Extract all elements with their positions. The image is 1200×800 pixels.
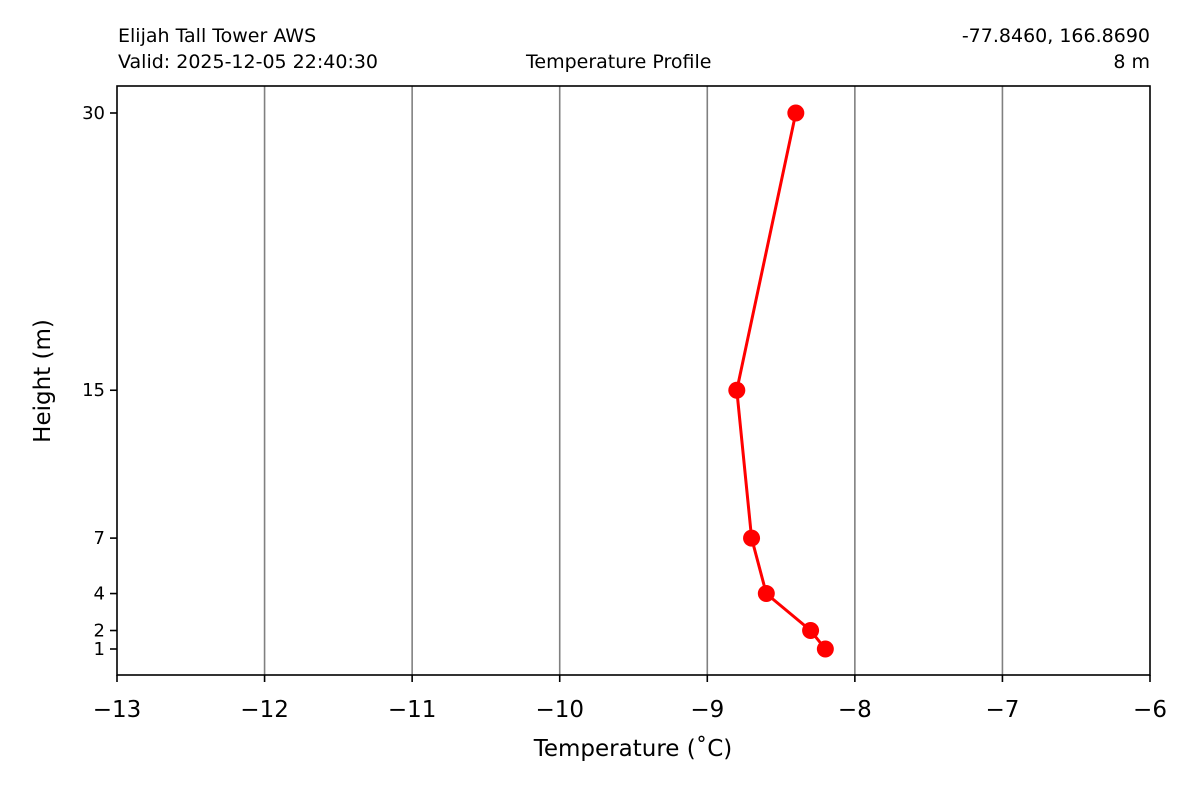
- station-name: Elijah Tall Tower AWS: [118, 25, 317, 47]
- data-point-marker: [728, 381, 746, 399]
- y-tick-label: 30: [82, 103, 105, 124]
- data-point-marker: [802, 622, 820, 640]
- x-tick-label: −8: [838, 697, 872, 723]
- valid-time: Valid: 2025-12-05 22:40:30: [118, 51, 379, 73]
- station-elevation: 8 m: [1113, 51, 1150, 73]
- y-tick-label: 1: [94, 639, 105, 660]
- data-point-marker: [743, 529, 761, 547]
- x-tick-label: −9: [690, 697, 724, 723]
- y-tick-label: 15: [82, 380, 105, 401]
- x-axis-ticks: −13 −12 −11 −10 −9 −8 −7 −6: [93, 675, 1167, 723]
- data-point-marker: [757, 585, 775, 603]
- x-axis-label: Temperature (˚C): [533, 735, 733, 762]
- chart-title: Temperature Profile: [526, 51, 712, 73]
- x-tick-label: −7: [985, 697, 1019, 723]
- x-tick-label: −11: [388, 697, 437, 723]
- data-point-marker: [787, 104, 805, 122]
- temperature-profile-line: [735, 112, 827, 650]
- y-axis-label: Height (m): [30, 319, 56, 443]
- x-tick-label: −12: [240, 697, 289, 723]
- gridlines: [263, 86, 1004, 675]
- station-coordinates: -77.8460, 166.8690: [961, 25, 1150, 47]
- plot-frame: [116, 85, 1151, 676]
- x-tick-label: −13: [93, 697, 142, 723]
- y-tick-label: 7: [94, 528, 105, 549]
- data-point-marker: [816, 640, 834, 658]
- x-tick-label: −10: [535, 697, 584, 723]
- series-line-group: [728, 104, 834, 658]
- y-tick-label: 4: [94, 584, 105, 605]
- y-tick-label: 2: [94, 621, 105, 642]
- y-axis-ticks: 12 4 7 15 30: [82, 103, 117, 660]
- x-tick-label: −6: [1133, 697, 1167, 723]
